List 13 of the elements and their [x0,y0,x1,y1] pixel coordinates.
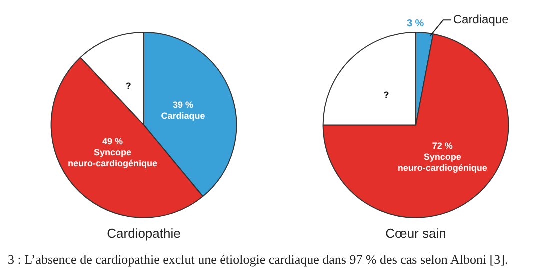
slice-label: Syncope neuro-cardiogénique [398,152,488,173]
data-label: 39 % [172,100,194,110]
slice-label: ? [126,80,132,91]
slice-label: Cardiaque [161,111,206,122]
text: Cœur sain [386,226,446,241]
slice-label: Syncope neuro-cardiogénique [68,147,158,168]
data-label: 72 % [432,140,453,151]
text: 3 : L’absence de cardiopathie exclut une étiologie cardiaque dans 97 % des cas selon Alboni [3]. [8,252,510,268]
slice-label: ? [384,90,390,100]
data-label: 3 % [406,18,424,30]
data-label: 49 % [102,136,123,146]
text: Cardiopathie [107,226,181,241]
slice-label: Cardiaque [453,12,510,26]
